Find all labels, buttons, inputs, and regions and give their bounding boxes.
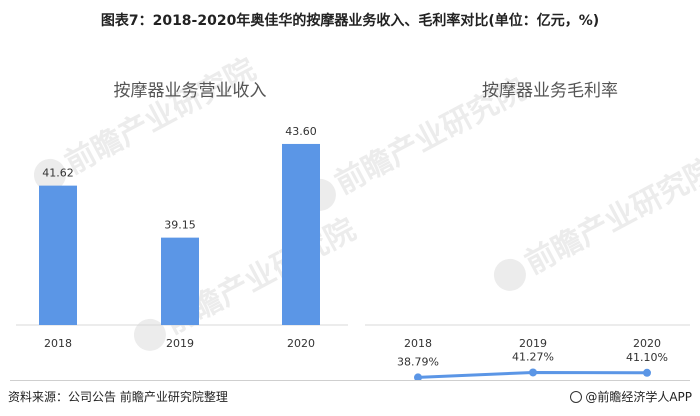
revenue-x-tick-2018: 2018 xyxy=(44,337,72,350)
brand-text: @前瞻经济学人APP xyxy=(585,390,692,404)
source-note: 资料来源：公司公告 前瞻产业研究院整理 xyxy=(8,390,228,404)
revenue-data-label-2020: 43.60 xyxy=(285,125,317,138)
margin-point-2020 xyxy=(643,368,651,377)
margin-x-tick-2018: 2018 xyxy=(404,337,432,350)
brand-label: @前瞻经济学人APP xyxy=(570,388,692,405)
margin-chart-title: 按摩器业务毛利率 xyxy=(482,81,618,101)
revenue-x-tick-2020: 2020 xyxy=(287,337,315,350)
margin-data-label-2019: 41.27% xyxy=(512,350,554,363)
figure-title: 图表7：2018-2020年奥佳华的按摩器业务收入、毛利率对比(单位：亿元，%) xyxy=(100,13,600,29)
margin-point-2018 xyxy=(414,373,422,380)
revenue-bar-2018 xyxy=(39,185,77,325)
footer-divider xyxy=(10,380,690,381)
revenue-data-label-2018: 41.62 xyxy=(42,167,74,180)
margin-data-label-2020: 41.10% xyxy=(626,351,668,364)
revenue-bar-2019 xyxy=(161,237,199,325)
margin-data-label-2018: 38.79% xyxy=(397,355,439,368)
charts-canvas: 41.62 2018 39.15 2019 43.60 2020 38.79% 2018 41.… xyxy=(16,125,690,380)
margin-x-tick-2019: 2019 xyxy=(519,337,547,350)
brand-icon xyxy=(570,391,583,403)
revenue-chart-title: 按摩器业务营业收入 xyxy=(113,81,267,101)
revenue-data-label-2019: 39.15 xyxy=(164,219,196,232)
revenue-x-tick-2019: 2019 xyxy=(166,337,194,350)
margin-point-2019 xyxy=(529,368,537,377)
margin-x-tick-2020: 2020 xyxy=(633,337,661,350)
revenue-bar-2020 xyxy=(282,143,320,325)
